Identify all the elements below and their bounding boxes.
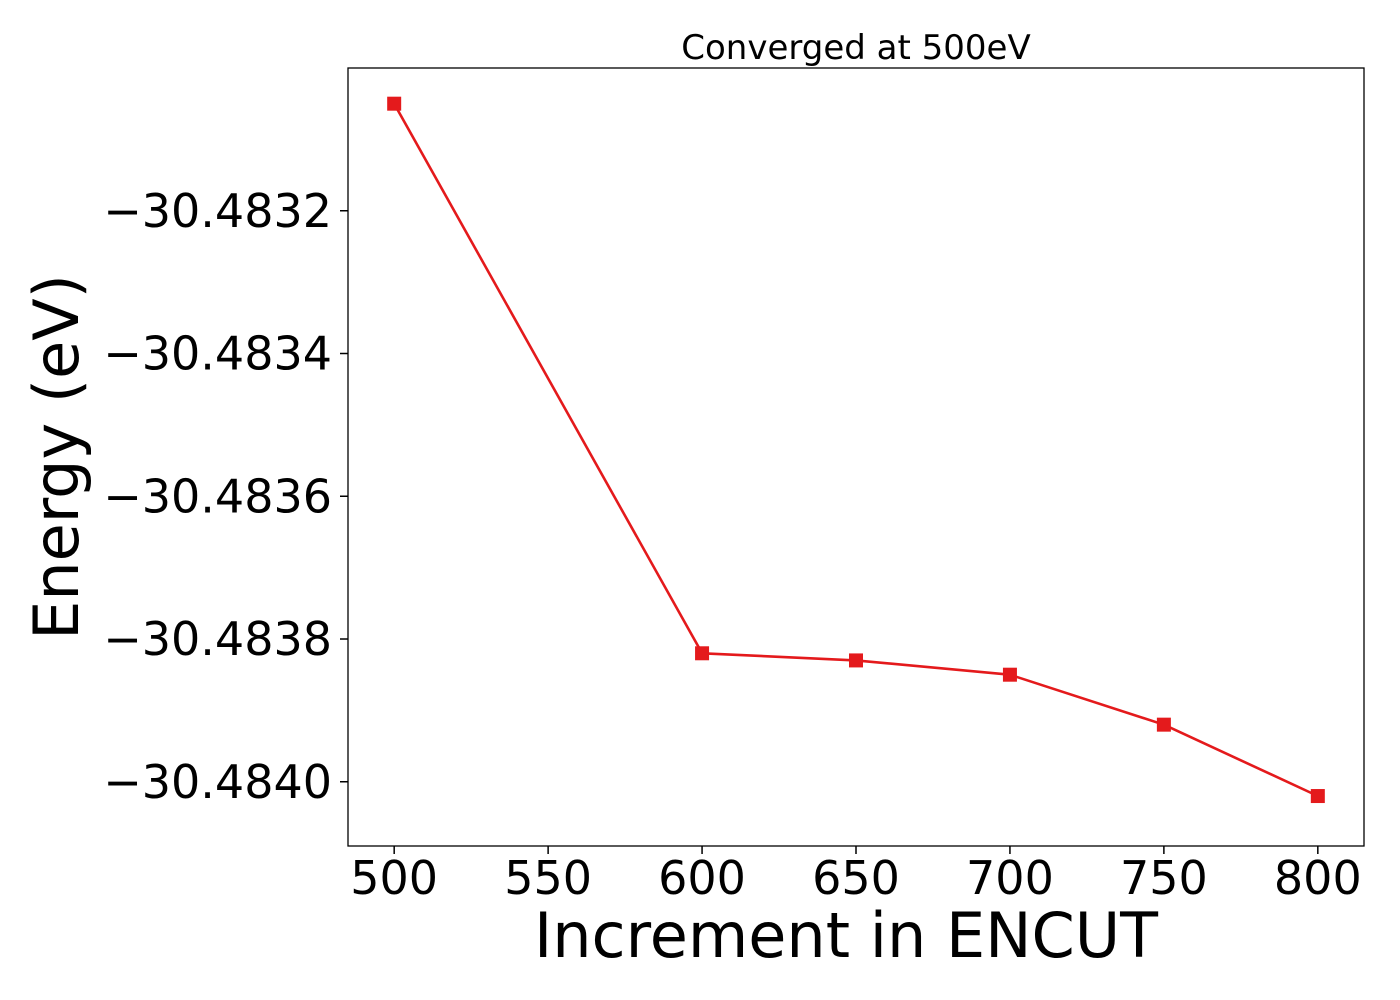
y-tick-label: −30.4838 bbox=[103, 612, 332, 666]
x-tick-label: 650 bbox=[812, 851, 900, 905]
data-point bbox=[1156, 717, 1171, 732]
x-axis-label: Increment in ENCUT bbox=[534, 899, 1159, 972]
x-tick-label: 700 bbox=[966, 851, 1054, 905]
x-tick-label: 750 bbox=[1120, 851, 1208, 905]
x-tick-label: 500 bbox=[350, 851, 438, 905]
data-point bbox=[849, 653, 863, 668]
y-tick-label: −30.4832 bbox=[103, 184, 332, 238]
y-tick-label: −30.4840 bbox=[103, 755, 332, 809]
chart-title: Converged at 500eV bbox=[681, 28, 1030, 68]
data-point bbox=[1002, 667, 1017, 682]
y-axis-label: Energy (eV) bbox=[20, 274, 93, 640]
x-tick-label: 600 bbox=[658, 851, 746, 905]
axis-ticks: 500 550 600 650 700 750 800 −30.4832 −30.4834 −30… bbox=[103, 184, 1361, 905]
x-tick-label: 800 bbox=[1274, 851, 1362, 905]
y-tick-label: −30.4834 bbox=[103, 327, 332, 381]
y-tick-label: −30.4836 bbox=[103, 469, 332, 523]
data-point bbox=[1310, 789, 1325, 804]
data-point bbox=[387, 96, 402, 111]
x-tick-label: 550 bbox=[504, 851, 592, 905]
plot-frame bbox=[347, 67, 1365, 847]
series-layer bbox=[387, 96, 1325, 804]
series-line bbox=[393, 103, 1319, 798]
data-point bbox=[695, 646, 710, 661]
